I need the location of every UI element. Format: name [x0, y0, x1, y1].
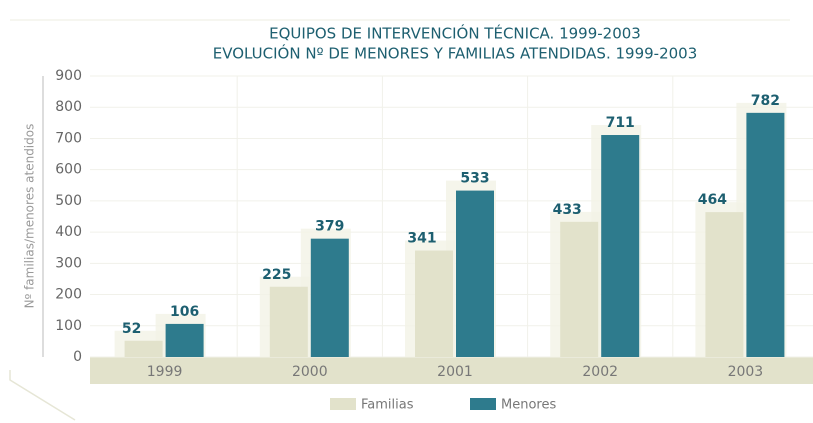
y-tick-label: 0: [73, 349, 82, 365]
y-tick-label: 800: [55, 99, 82, 115]
bar: [415, 250, 453, 357]
x-tick-label: 2000: [292, 364, 328, 380]
x-tick-label: 2001: [437, 364, 473, 380]
x-tick-label: 2003: [728, 364, 764, 380]
y-tick-label: 400: [55, 224, 82, 240]
legend-swatch: [470, 398, 496, 410]
x-tick-label: 2002: [582, 364, 618, 380]
data-label: 433: [553, 202, 582, 218]
bar: [124, 340, 163, 357]
data-label: 225: [262, 267, 291, 283]
data-label: 711: [606, 115, 635, 131]
y-tick-label: 700: [55, 130, 82, 146]
data-label: 782: [751, 93, 780, 109]
bar: [165, 323, 204, 357]
frame-line: [9, 370, 76, 421]
bar: [310, 238, 349, 357]
bar: [746, 112, 785, 357]
data-label: 533: [460, 171, 489, 187]
y-tick-label: 500: [55, 193, 82, 209]
y-axis-label: Nº familias/menores atendidos: [23, 124, 37, 309]
data-label: 379: [315, 219, 344, 235]
y-tick-label: 300: [55, 255, 82, 271]
legend-label: Menores: [501, 398, 556, 413]
y-tick-label: 200: [55, 287, 82, 303]
y-tick-label: 100: [55, 318, 82, 334]
x-tick-label: 1999: [147, 364, 183, 380]
data-label: 341: [407, 231, 436, 247]
bar: [705, 212, 744, 357]
legend-swatch: [330, 398, 356, 410]
bar: [560, 221, 599, 357]
chart-title: EQUIPOS DE INTERVENCIÓN TÉCNICA. 1999-20…: [269, 24, 641, 43]
data-label: 106: [170, 304, 199, 320]
y-tick-label: 900: [55, 68, 82, 84]
y-tick-label: 600: [55, 162, 82, 178]
chart-subtitle: EVOLUCIÓN Nº DE MENORES Y FAMILIAS ATEND…: [213, 44, 698, 63]
bar: [456, 190, 494, 357]
x-axis-band: [90, 357, 813, 384]
bar: [269, 286, 308, 357]
data-label: 52: [122, 321, 141, 337]
data-label: 464: [698, 192, 727, 208]
legend-label: Familias: [361, 398, 414, 413]
bar: [601, 135, 640, 357]
